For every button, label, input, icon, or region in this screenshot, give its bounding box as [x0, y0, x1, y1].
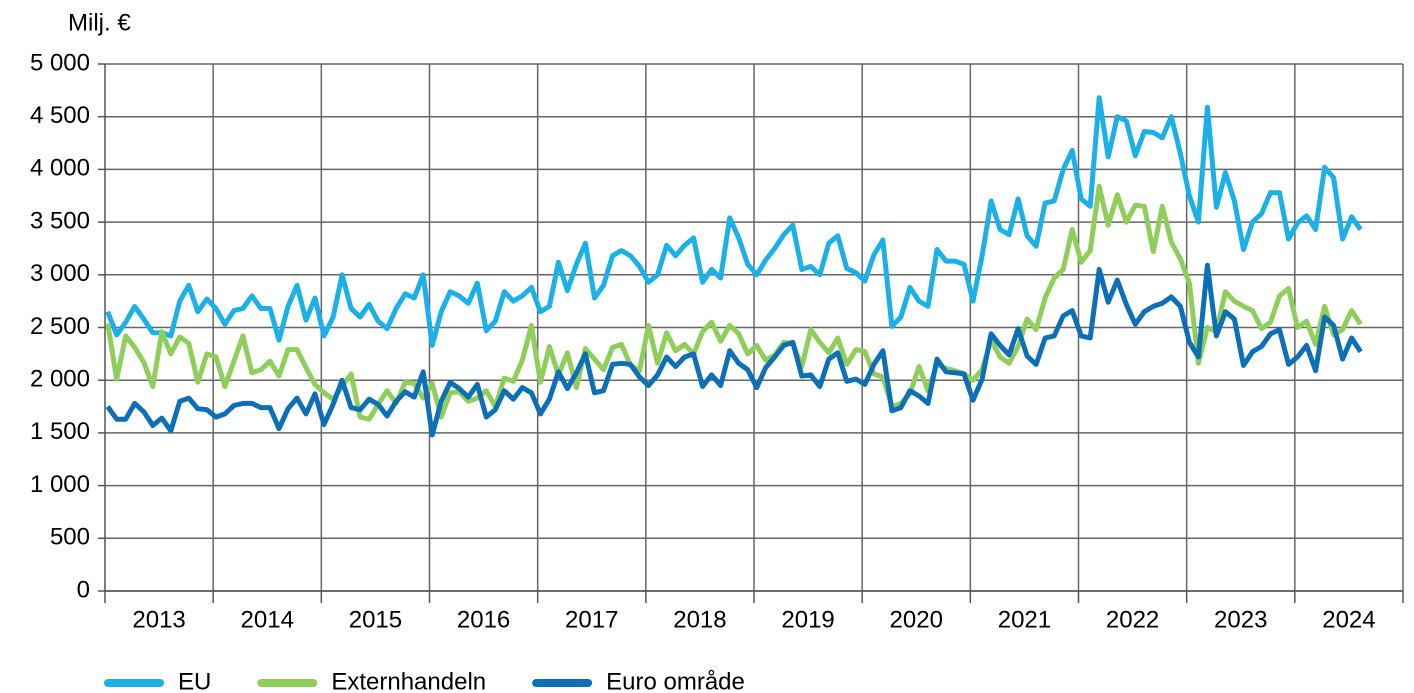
legend: EU Externhandeln Euro område	[104, 668, 745, 693]
line-series	[105, 183, 1363, 422]
y-tick-label: 5 000	[30, 49, 90, 76]
x-tick-label: 2017	[565, 606, 618, 633]
line-series	[105, 262, 1363, 438]
y-tick-label: 4 000	[30, 155, 90, 182]
y-tick-label: 0	[77, 576, 90, 603]
line-series	[105, 95, 1363, 348]
x-tick-label: 2023	[1214, 606, 1267, 633]
legend-label: Euro område	[606, 668, 745, 693]
y-tick-label: 1 500	[30, 418, 90, 445]
x-tick-label: 2020	[890, 606, 943, 633]
x-tick-label: 2021	[998, 606, 1051, 633]
x-tick-label: 2018	[673, 606, 726, 633]
y-tick-label: 3 000	[30, 260, 90, 287]
y-tick-label: 2 500	[30, 313, 90, 340]
y-tick-label: 1 000	[30, 471, 90, 498]
x-tick-label: 2016	[457, 606, 510, 633]
y-tick-label: 500	[50, 524, 90, 551]
y-tick-label: 4 500	[30, 102, 90, 129]
y-tick-label: 2 000	[30, 366, 90, 393]
plot	[105, 95, 1363, 438]
legend-label: Externhandeln	[331, 668, 486, 693]
legend-label: EU	[178, 668, 211, 693]
y-axis-label: Milj. €	[68, 9, 131, 36]
x-tick-label: 2019	[781, 606, 834, 633]
x-tick-label: 2015	[349, 606, 402, 633]
x-tick-label: 2014	[241, 606, 294, 633]
y-tick-label: 3 500	[30, 207, 90, 234]
x-tick-label: 2022	[1106, 606, 1159, 633]
x-tick-label: 2013	[132, 606, 185, 633]
grid: 0 500 1 000 1 500 2 000 2 500 3 000 3 500 4 000 4…	[30, 49, 1404, 633]
x-tick-label: 2024	[1322, 606, 1375, 633]
